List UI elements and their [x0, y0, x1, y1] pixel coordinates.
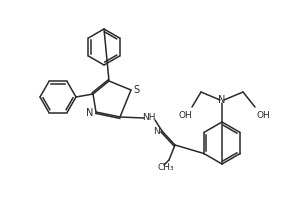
- Text: N: N: [218, 95, 226, 105]
- Text: OH: OH: [256, 111, 270, 120]
- Text: OH: OH: [178, 111, 192, 120]
- Text: NH: NH: [142, 114, 156, 123]
- Text: N: N: [153, 126, 159, 135]
- Text: N: N: [86, 108, 94, 118]
- Text: CH₃: CH₃: [158, 163, 174, 172]
- Text: S: S: [133, 85, 139, 95]
